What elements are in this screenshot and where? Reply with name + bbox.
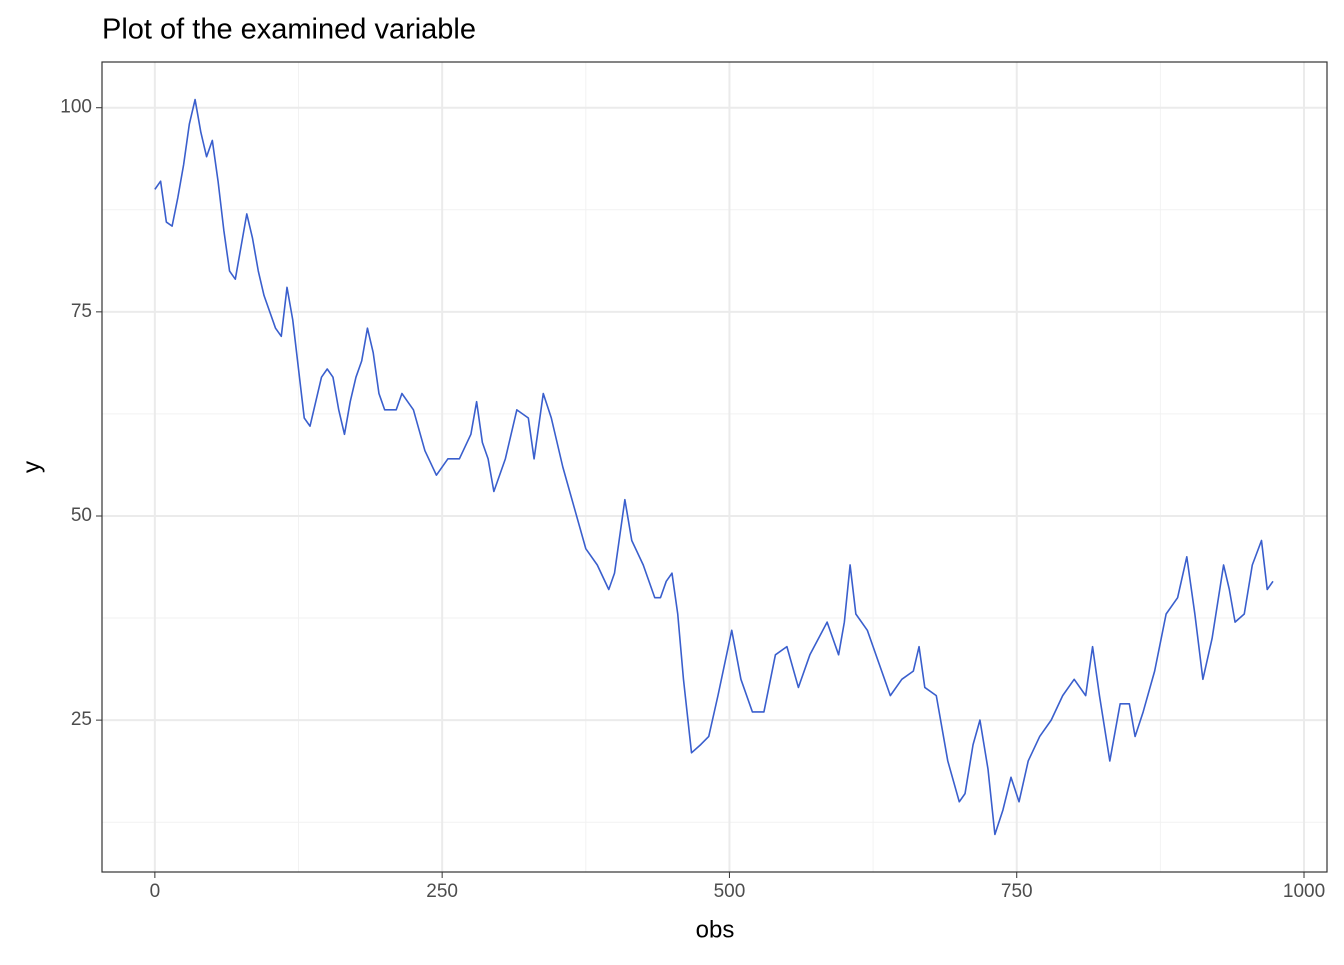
x-axis-title: obs [696,916,735,943]
panel-border [101,61,1328,873]
x-tick-label: 750 [1001,881,1033,902]
x-tick-label: 1000 [1283,881,1325,902]
y-tick-label: 25 [71,709,92,730]
y-tick-label: 50 [71,505,92,526]
y-tick-label: 75 [71,301,92,322]
data-line [154,98,1274,836]
chart-title: Plot of the examined variable [102,14,476,46]
x-tick-label: 250 [426,881,458,902]
y-tick-label: 100 [60,97,92,118]
y-axis-title: y [18,461,45,473]
x-tick-label: 0 [150,881,161,902]
x-tick-label: 500 [714,881,746,902]
